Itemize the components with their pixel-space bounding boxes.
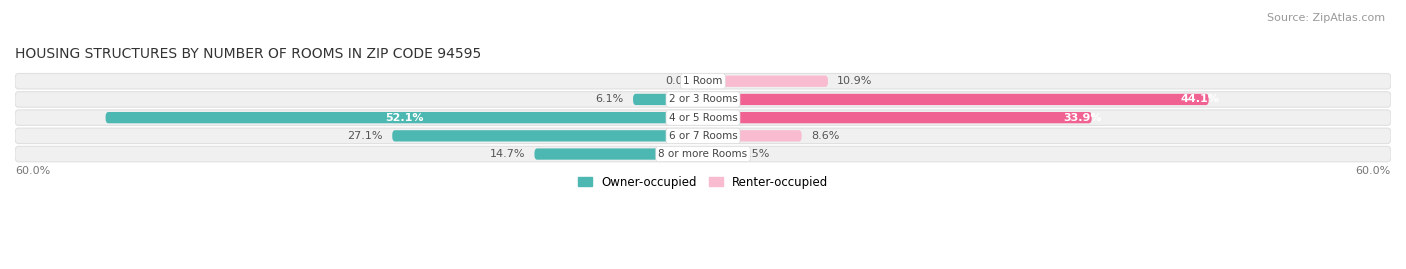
Legend: Owner-occupied, Renter-occupied: Owner-occupied, Renter-occupied	[572, 171, 834, 194]
Text: 33.9%: 33.9%	[1063, 113, 1101, 123]
Text: 6 or 7 Rooms: 6 or 7 Rooms	[669, 131, 737, 141]
FancyBboxPatch shape	[534, 148, 703, 160]
Text: 4 or 5 Rooms: 4 or 5 Rooms	[669, 113, 737, 123]
FancyBboxPatch shape	[15, 73, 1391, 89]
Text: 60.0%: 60.0%	[15, 166, 51, 176]
FancyBboxPatch shape	[703, 76, 828, 87]
Text: Source: ZipAtlas.com: Source: ZipAtlas.com	[1267, 13, 1385, 23]
Text: 14.7%: 14.7%	[489, 149, 526, 159]
FancyBboxPatch shape	[703, 94, 1209, 105]
Text: 60.0%: 60.0%	[1355, 166, 1391, 176]
Text: HOUSING STRUCTURES BY NUMBER OF ROOMS IN ZIP CODE 94595: HOUSING STRUCTURES BY NUMBER OF ROOMS IN…	[15, 47, 481, 61]
FancyBboxPatch shape	[703, 148, 731, 160]
FancyBboxPatch shape	[15, 128, 1391, 144]
Text: 1 Room: 1 Room	[683, 76, 723, 86]
FancyBboxPatch shape	[105, 112, 703, 123]
FancyBboxPatch shape	[392, 130, 703, 141]
FancyBboxPatch shape	[15, 110, 1391, 125]
Text: 2 or 3 Rooms: 2 or 3 Rooms	[669, 94, 737, 104]
Text: 27.1%: 27.1%	[347, 131, 382, 141]
Text: 10.9%: 10.9%	[837, 76, 873, 86]
FancyBboxPatch shape	[703, 130, 801, 141]
Text: 44.1%: 44.1%	[1180, 94, 1219, 104]
Text: 8 or more Rooms: 8 or more Rooms	[658, 149, 748, 159]
FancyBboxPatch shape	[15, 146, 1391, 162]
Text: 2.5%: 2.5%	[741, 149, 769, 159]
Text: 6.1%: 6.1%	[596, 94, 624, 104]
Text: 0.0%: 0.0%	[665, 76, 693, 86]
FancyBboxPatch shape	[15, 92, 1391, 107]
Text: 52.1%: 52.1%	[385, 113, 423, 123]
Text: 8.6%: 8.6%	[811, 131, 839, 141]
FancyBboxPatch shape	[703, 112, 1091, 123]
FancyBboxPatch shape	[633, 94, 703, 105]
